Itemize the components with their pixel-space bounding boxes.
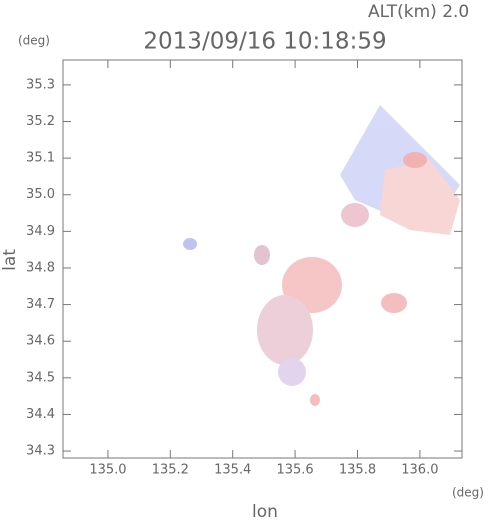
y-tick-label: 35.1: [26, 151, 55, 166]
x-tick-label: 135.6: [276, 463, 313, 478]
y-tick-label: 34.3: [26, 444, 55, 459]
echo-field: [183, 105, 460, 406]
y-tick-label: 34.4: [26, 407, 55, 422]
y-tick-label: 34.5: [26, 370, 55, 385]
y-tick-label: 34.9: [26, 224, 55, 239]
x-unit: (deg): [452, 486, 484, 500]
x-tick-label: 135.8: [339, 463, 376, 478]
altitude-label: ALT(km) 2.0: [368, 2, 469, 22]
x-tick-label: 135.4: [214, 463, 251, 478]
x-tick-label: 135.0: [89, 463, 126, 478]
y-tick-label: 34.8: [26, 260, 55, 275]
y-tick-label: 35.3: [26, 77, 55, 92]
plot-frame: [62, 59, 463, 459]
x-tick-label: 135.2: [152, 463, 189, 478]
chart-title: 2013/09/16 10:18:59: [143, 29, 386, 55]
x-axis-label: lon: [252, 502, 278, 521]
y-tick-label: 34.6: [26, 334, 55, 349]
y-tick-label: 35.0: [26, 187, 55, 202]
x-tick-label: 136.0: [401, 463, 438, 478]
y-unit: (deg): [18, 34, 50, 48]
y-axis-label: lat: [0, 249, 20, 271]
y-tick-label: 34.7: [26, 297, 55, 312]
y-tick-label: 35.2: [26, 114, 55, 129]
